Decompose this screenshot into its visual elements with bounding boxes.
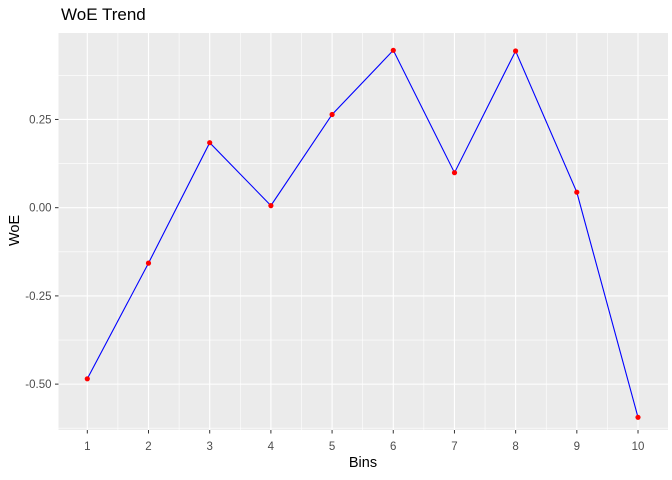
trend-line [86,49,639,418]
x-tick-label: 7 [451,441,457,453]
x-axis-title: Bins [348,455,378,471]
x-tick-label: 4 [268,441,275,453]
y-tick-label: -0.25 [25,291,51,303]
data-point [574,189,580,195]
plot-panel [58,33,668,430]
x-tick-label: 2 [145,441,151,453]
data-point [145,260,152,266]
y-tick-label: 0.25 [29,114,51,126]
x-tick-label: 9 [574,441,580,453]
data-point [635,414,641,420]
data-point [513,48,519,54]
x-tick-label: 1 [84,441,90,453]
data-point [207,140,213,146]
y-tick-label: -0.50 [25,379,51,391]
x-tick-label: 5 [329,441,335,453]
data-point [84,376,90,382]
data-point [268,203,274,209]
data-point [451,170,458,176]
data-point [390,47,396,53]
plot-title: WoE Trend [61,5,146,24]
data-point [329,111,335,118]
x-tick-label: 6 [390,441,396,453]
x-tick-label: 10 [632,441,645,453]
x-tick-label: 3 [206,441,212,453]
x-tick-label: 8 [512,441,518,453]
y-tick-label: 0.00 [29,203,51,215]
